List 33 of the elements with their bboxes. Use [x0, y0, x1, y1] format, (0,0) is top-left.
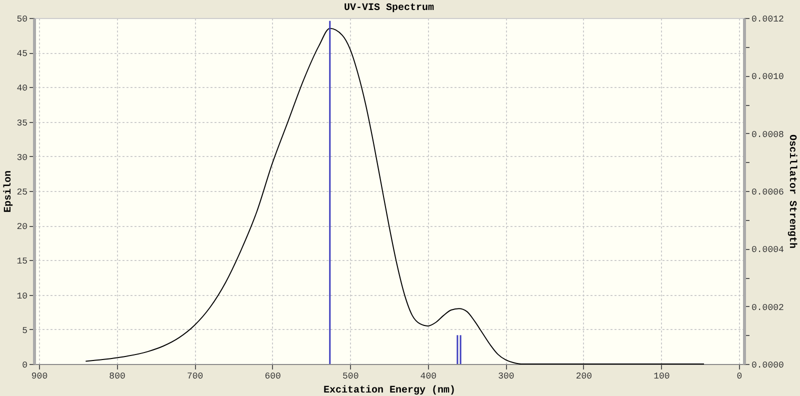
y-tick-label: 15: [16, 256, 28, 267]
x-tick-label: 500: [342, 372, 359, 382]
y-tick-label: 25: [16, 188, 28, 198]
x-tick-label: 100: [654, 372, 670, 382]
y2-axis-title: Oscillator Strength: [786, 134, 798, 249]
line-series: [85, 28, 704, 364]
y-tick-label: 40: [16, 84, 28, 94]
y-tick-label: 45: [16, 49, 28, 60]
y-tick-label: 20: [16, 222, 28, 232]
y2-tick-label: 0.0008: [752, 130, 784, 140]
x-tick-label: 0: [736, 372, 742, 382]
x-tick-label: 700: [186, 372, 204, 382]
y-tick-label: 35: [16, 118, 28, 128]
y-tick-label: 0: [22, 360, 28, 370]
y2-tick-label: 0.0012: [752, 14, 784, 24]
x-tick-label: 200: [576, 372, 592, 382]
x-axis-title: Excitation Energy (nm): [323, 384, 456, 396]
x-tick-label: 400: [420, 372, 436, 382]
y-axis-title: Epsilon: [2, 170, 15, 213]
y-tick-label: 5: [22, 326, 28, 336]
y2-tick-label: 0.0006: [752, 188, 784, 198]
x-tick-label: 800: [109, 372, 126, 382]
y-tick-label: 30: [16, 152, 28, 163]
y2-tick-label: 0.0004: [752, 245, 784, 256]
y2-tick-label: 0.0010: [752, 72, 784, 82]
x-tick-label: 300: [498, 372, 514, 382]
y2-tick-label: 0.0000: [752, 360, 784, 370]
chart-title: UV-VIS Spectrum: [344, 3, 434, 14]
x-tick-label: 900: [31, 372, 48, 382]
y2-tick-label: 0.0002: [752, 302, 784, 313]
x-tick-label: 600: [264, 372, 281, 382]
y-tick-label: 10: [16, 291, 28, 302]
y-tick-label: 50: [16, 14, 28, 24]
